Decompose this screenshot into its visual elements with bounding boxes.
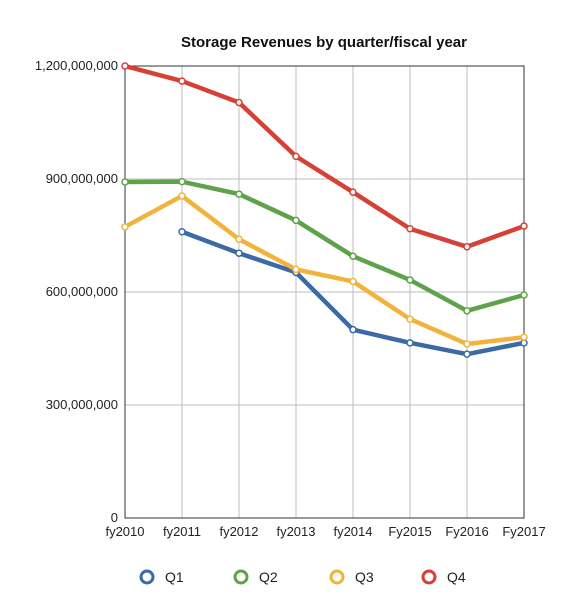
- data-point: [349, 188, 357, 196]
- legend: Q1 Q2 Q3 Q4: [139, 569, 466, 585]
- data-point: [406, 315, 414, 323]
- legend-label: Q2: [259, 569, 278, 585]
- grid: [125, 66, 524, 518]
- y-tick-label: 900,000,000: [46, 171, 118, 186]
- legend-marker: [233, 569, 249, 585]
- data-point: [520, 333, 528, 341]
- x-tick-label: fy2014: [333, 524, 372, 539]
- data-point: [349, 325, 357, 334]
- data-point: [349, 277, 357, 286]
- data-point: [121, 223, 129, 231]
- legend-marker: [139, 569, 155, 585]
- legend-item-q3: Q3: [329, 569, 374, 585]
- legend-item-q4: Q4: [421, 569, 466, 585]
- series-line-q4: [122, 63, 527, 250]
- x-tick-label: fy2012: [219, 524, 258, 539]
- series-line-q2: [122, 179, 527, 314]
- data-point: [121, 178, 129, 186]
- legend-marker: [329, 569, 345, 585]
- data-point: [235, 190, 243, 198]
- x-tick-label: fy2011: [163, 524, 201, 539]
- data-point: [406, 276, 414, 284]
- data-point: [178, 227, 186, 236]
- data-point: [406, 339, 414, 347]
- y-tick-label: 600,000,000: [46, 284, 118, 299]
- data-point: [292, 216, 300, 225]
- legend-marker: [421, 569, 437, 585]
- chart-title: Storage Revenues by quarter/fiscal year: [181, 34, 467, 51]
- data-point: [520, 291, 528, 299]
- y-tick-label: 0: [111, 510, 118, 525]
- data-point: [406, 224, 414, 233]
- x-tick-label: fy2010: [105, 524, 144, 539]
- legend-label: Q3: [355, 569, 374, 585]
- data-point: [463, 350, 471, 358]
- data-point: [178, 192, 186, 200]
- y-tick-label: 300,000,000: [46, 397, 118, 412]
- data-point: [235, 249, 243, 257]
- data-point: [349, 252, 357, 260]
- legend-label: Q4: [447, 569, 466, 585]
- y-tick-label: 1,200,000,000: [35, 58, 118, 73]
- data-point: [235, 235, 243, 244]
- data-point: [463, 340, 471, 348]
- series-line-q3: [122, 193, 527, 347]
- data-point: [463, 243, 471, 251]
- data-point: [178, 177, 186, 186]
- data-point: [292, 265, 300, 274]
- data-point: [292, 152, 300, 161]
- x-tick-label: Fy2015: [388, 524, 431, 539]
- legend-item-q1: Q1: [139, 569, 184, 585]
- x-axis: fy2010 fy2011 fy2012 fy2013 fy2014 Fy2015 Fy20…: [105, 524, 545, 539]
- x-tick-label: Fy2016: [445, 524, 488, 539]
- data-point: [463, 307, 471, 315]
- data-point: [178, 77, 186, 85]
- data-point: [520, 222, 528, 230]
- x-tick-label: Fy2017: [502, 524, 545, 539]
- x-tick-label: fy2013: [276, 524, 315, 539]
- legend-item-q2: Q2: [233, 569, 278, 585]
- legend-label: Q1: [165, 569, 184, 585]
- series-lines: [121, 62, 528, 358]
- y-axis: 0 300,000,000 600,000,000 900,000,000 1,200,…: [35, 58, 118, 525]
- data-point: [121, 62, 129, 70]
- data-point: [235, 98, 243, 107]
